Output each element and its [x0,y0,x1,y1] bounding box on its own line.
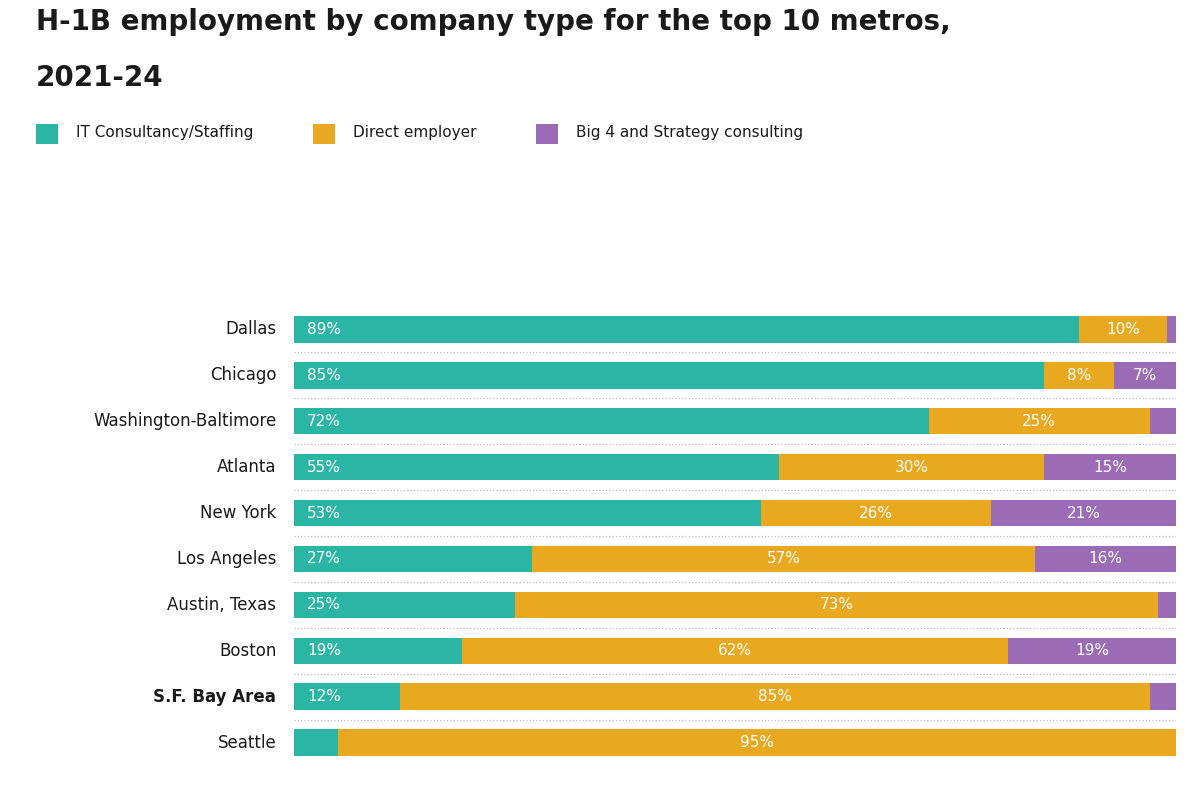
Text: 7%: 7% [1133,368,1157,382]
Text: 8%: 8% [1067,368,1091,382]
Text: 15%: 15% [1093,459,1127,474]
Text: 57%: 57% [767,551,800,566]
Text: 53%: 53% [307,506,341,521]
Text: 26%: 26% [859,506,893,521]
Bar [532,546,1034,572]
Text: 10%: 10% [1106,322,1140,337]
Text: 95%: 95% [740,735,774,750]
Text: 25%: 25% [307,598,341,613]
Text: Dallas: Dallas [226,320,276,338]
Bar [762,500,991,526]
Text: 21%: 21% [1067,506,1100,521]
Text: Washington-Baltimore: Washington-Baltimore [94,412,276,430]
Text: 19%: 19% [1075,643,1109,658]
Text: S.F. Bay Area: S.F. Bay Area [154,688,276,706]
Bar [1150,408,1176,434]
Bar [1044,362,1115,389]
Bar [1034,546,1176,572]
Bar [1150,683,1176,710]
Text: Austin, Texas: Austin, Texas [167,596,276,614]
Text: Los Angeles: Los Angeles [176,550,276,568]
Bar [294,500,762,526]
Text: 16%: 16% [1088,551,1122,566]
Bar [294,316,1079,342]
Bar [294,591,515,618]
Bar [1008,638,1176,664]
Bar [294,546,532,572]
Bar [991,500,1176,526]
Text: 73%: 73% [820,598,853,613]
Bar [294,362,1044,389]
Bar [294,730,338,756]
Bar [1168,316,1176,342]
Text: Boston: Boston [218,642,276,660]
Bar [515,591,1158,618]
Bar [1044,454,1176,481]
Text: Seattle: Seattle [217,734,276,752]
Bar [1115,362,1176,389]
Text: 62%: 62% [718,643,752,658]
Text: 55%: 55% [307,459,341,474]
Text: Direct employer: Direct employer [353,125,476,139]
Text: Chicago: Chicago [210,366,276,384]
Text: 2021-24: 2021-24 [36,64,163,92]
Text: 72%: 72% [307,414,341,429]
Text: New York: New York [200,504,276,522]
Text: 25%: 25% [1022,414,1056,429]
Text: 19%: 19% [307,643,341,658]
Text: H-1B employment by company type for the top 10 metros,: H-1B employment by company type for the … [36,8,950,36]
Text: 27%: 27% [307,551,341,566]
Text: 30%: 30% [894,459,929,474]
Text: 12%: 12% [307,690,341,704]
Bar [294,683,400,710]
Text: 85%: 85% [757,690,792,704]
Bar [1158,591,1176,618]
Bar [294,408,929,434]
Text: Big 4 and Strategy consulting: Big 4 and Strategy consulting [576,125,803,139]
Bar [1079,316,1168,342]
Bar [294,638,462,664]
Text: 85%: 85% [307,368,341,382]
Text: IT Consultancy/Staffing: IT Consultancy/Staffing [76,125,253,139]
Bar [462,638,1008,664]
Text: 89%: 89% [307,322,341,337]
Bar [294,454,779,481]
Bar [400,683,1150,710]
Bar [929,408,1150,434]
Bar [338,730,1176,756]
Text: Atlanta: Atlanta [217,458,276,476]
Bar [779,454,1044,481]
